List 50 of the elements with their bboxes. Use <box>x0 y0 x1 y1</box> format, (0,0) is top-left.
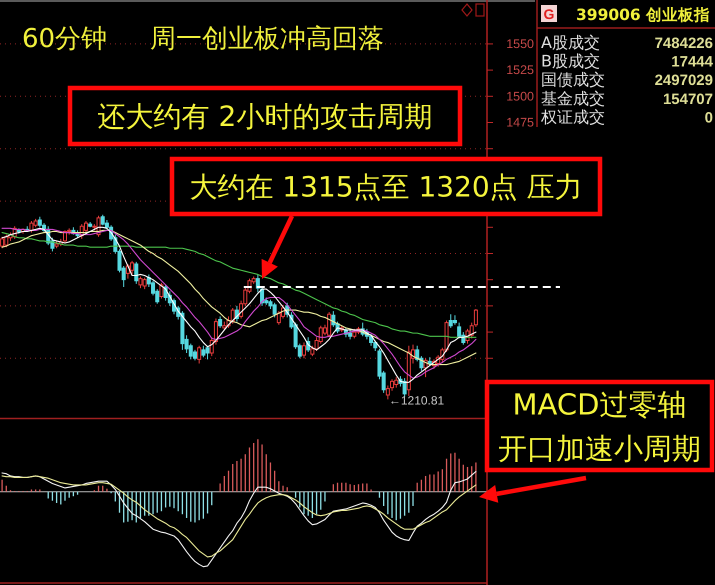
candlestick <box>302 342 306 359</box>
candlestick <box>38 216 42 228</box>
text: 154707 <box>662 90 713 108</box>
candlestick <box>206 345 210 360</box>
text: 0 <box>704 109 713 126</box>
text: 国债成交 <box>541 70 605 90</box>
candlestick <box>327 312 332 338</box>
candlestick <box>142 277 147 290</box>
text: 17444 <box>671 54 714 71</box>
candlestick <box>134 261 138 284</box>
text: A股成交 <box>541 33 600 52</box>
candlestick <box>0 236 4 249</box>
candlestick <box>428 356 432 366</box>
candlestick <box>159 282 164 300</box>
text: 周一创业板冲高回落 <box>150 24 384 54</box>
text: 基金成交 <box>541 88 605 108</box>
candlestick <box>394 376 398 388</box>
candlestick <box>272 302 277 318</box>
y-tick-label: 1525 <box>506 63 534 78</box>
candlestick <box>29 220 34 234</box>
candlestick <box>197 345 202 364</box>
candlestick <box>474 308 478 328</box>
candlestick <box>130 260 134 275</box>
line-series <box>2 232 476 338</box>
text: 2497029 <box>654 72 713 90</box>
y-tick-label: 1475 <box>506 116 534 130</box>
text: 开口加速小周期 <box>498 431 701 466</box>
candlestick <box>218 316 222 328</box>
candlestick <box>406 345 411 396</box>
candlestick <box>352 328 356 339</box>
candlestick <box>348 329 352 340</box>
y-tick-label: 1550 <box>506 36 534 51</box>
candlestick <box>138 276 142 289</box>
candlestick <box>100 214 105 226</box>
text: 权证成交 <box>540 107 605 126</box>
candlestick <box>4 234 8 248</box>
candlestick <box>201 345 206 358</box>
text: MACD过零轴 <box>512 387 686 422</box>
text: 399006 创业板指 <box>576 6 710 24</box>
annotation: 还大约有 2小时的攻击周期 <box>98 100 432 134</box>
candlestick <box>88 222 92 228</box>
annotation: 大约在 1315点至 1320点 压力 <box>189 170 583 204</box>
text: 60分钟 <box>22 24 108 54</box>
text: B股成交 <box>541 52 600 71</box>
y-tick-label: 1500 <box>506 89 534 104</box>
candlestick <box>448 314 453 328</box>
candlestick <box>54 240 59 249</box>
text: 7484226 <box>654 35 713 52</box>
annotation: ←1210.81 <box>388 393 445 408</box>
candlestick <box>402 378 407 398</box>
